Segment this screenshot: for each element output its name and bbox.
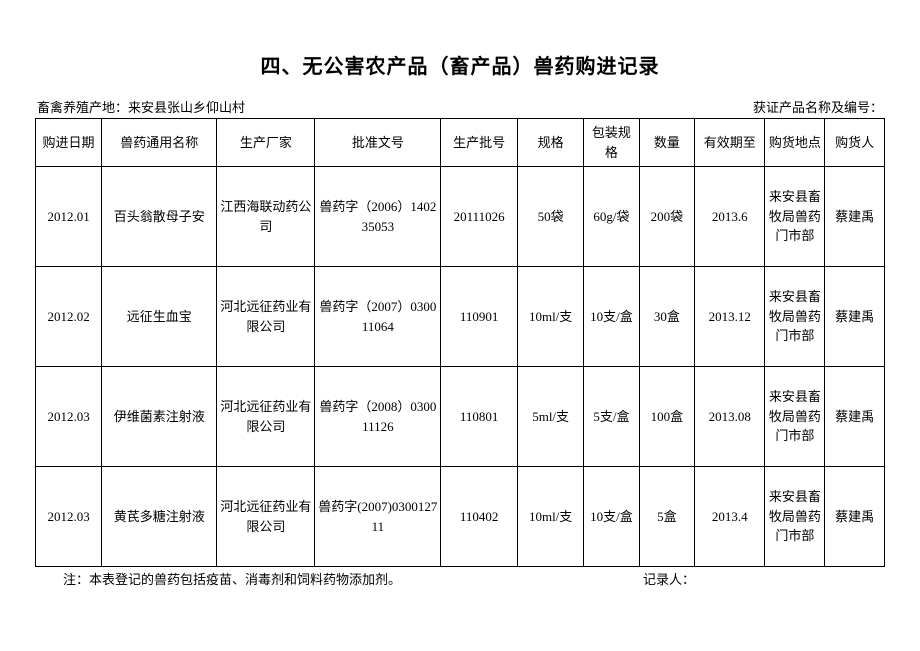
- cell-batch-no: 110801: [441, 367, 518, 467]
- recorder: 记录人：: [643, 569, 883, 588]
- farm-location-label: 畜禽养殖产地：: [37, 100, 128, 115]
- cell-place: 来安县畜牧局兽药门市部: [765, 367, 825, 467]
- cell-approval-no: 兽药字（2008）030011126: [315, 367, 441, 467]
- cell-qty: 30盒: [639, 267, 694, 367]
- recorder-label: 记录人：: [643, 572, 695, 587]
- cell-place: 来安县畜牧局兽药门市部: [765, 267, 825, 367]
- col-drug-name: 兽药通用名称: [102, 119, 217, 167]
- cell-batch-no: 110402: [441, 467, 518, 567]
- col-qty: 数量: [639, 119, 694, 167]
- cell-buyer: 蔡建禹: [825, 167, 885, 267]
- page: 四、无公害农产品（畜产品）兽药购进记录 畜禽养殖产地：来安县张山乡仰山村 获证产…: [0, 0, 920, 608]
- col-expiry: 有效期至: [695, 119, 765, 167]
- cell-qty: 200袋: [639, 167, 694, 267]
- footnote: 注：本表登记的兽药包括疫苗、消毒剂和饲料药物添加剂。: [37, 569, 643, 588]
- cell-spec: 50袋: [518, 167, 584, 267]
- footnote-label: 注：: [63, 572, 89, 587]
- table-row: 2012.02 远征生血宝 河北远征药业有限公司 兽药字（2007）030011…: [36, 267, 885, 367]
- cell-expiry: 2013.4: [695, 467, 765, 567]
- cell-drug-name: 百头翁散母子安: [102, 167, 217, 267]
- cell-manufacturer: 河北远征药业有限公司: [217, 267, 315, 367]
- cell-manufacturer: 河北远征药业有限公司: [217, 467, 315, 567]
- table-row: 2012.01 百头翁散母子安 江西海联动药公司 兽药字（2006）140235…: [36, 167, 885, 267]
- table-header-row: 购进日期 兽药通用名称 生产厂家 批准文号 生产批号 规格 包装规格 数量 有效…: [36, 119, 885, 167]
- col-manufacturer: 生产厂家: [217, 119, 315, 167]
- cert-product: 获证产品名称及编号：: [753, 97, 883, 116]
- cert-product-label: 获证产品名称及编号：: [753, 100, 883, 115]
- top-info-row: 畜禽养殖产地：来安县张山乡仰山村 获证产品名称及编号：: [35, 97, 885, 116]
- col-batch-no: 生产批号: [441, 119, 518, 167]
- cell-batch-no: 110901: [441, 267, 518, 367]
- cell-manufacturer: 河北远征药业有限公司: [217, 367, 315, 467]
- table-row: 2012.03 伊维菌素注射液 河北远征药业有限公司 兽药字（2008）0300…: [36, 367, 885, 467]
- col-date: 购进日期: [36, 119, 102, 167]
- cell-date: 2012.03: [36, 467, 102, 567]
- cell-place: 来安县畜牧局兽药门市部: [765, 167, 825, 267]
- cell-qty: 5盒: [639, 467, 694, 567]
- col-place: 购货地点: [765, 119, 825, 167]
- cell-spec: 10ml/支: [518, 467, 584, 567]
- cell-approval-no: 兽药字（2006）140235053: [315, 167, 441, 267]
- cell-buyer: 蔡建禹: [825, 267, 885, 367]
- col-approval-no: 批准文号: [315, 119, 441, 167]
- cell-spec: 5ml/支: [518, 367, 584, 467]
- cell-date: 2012.03: [36, 367, 102, 467]
- cell-date: 2012.01: [36, 167, 102, 267]
- cell-place: 来安县畜牧局兽药门市部: [765, 467, 825, 567]
- cell-approval-no: 兽药字（2007）030011064: [315, 267, 441, 367]
- farm-location-value: 来安县张山乡仰山村: [128, 100, 245, 115]
- cell-pack-spec: 10支/盒: [584, 267, 639, 367]
- bottom-info-row: 注：本表登记的兽药包括疫苗、消毒剂和饲料药物添加剂。 记录人：: [35, 569, 885, 588]
- cell-drug-name: 远征生血宝: [102, 267, 217, 367]
- page-title: 四、无公害农产品（畜产品）兽药购进记录: [35, 50, 885, 79]
- cell-approval-no: 兽药字(2007)030012711: [315, 467, 441, 567]
- col-pack-spec: 包装规格: [584, 119, 639, 167]
- table-row: 2012.03 黄芪多糖注射液 河北远征药业有限公司 兽药字(2007)0300…: [36, 467, 885, 567]
- cell-manufacturer: 江西海联动药公司: [217, 167, 315, 267]
- purchase-record-table: 购进日期 兽药通用名称 生产厂家 批准文号 生产批号 规格 包装规格 数量 有效…: [35, 118, 885, 567]
- cell-pack-spec: 5支/盒: [584, 367, 639, 467]
- col-spec: 规格: [518, 119, 584, 167]
- footnote-text: 本表登记的兽药包括疫苗、消毒剂和饲料药物添加剂。: [89, 572, 401, 587]
- cell-batch-no: 20111026: [441, 167, 518, 267]
- cell-drug-name: 黄芪多糖注射液: [102, 467, 217, 567]
- cell-expiry: 2013.12: [695, 267, 765, 367]
- cell-buyer: 蔡建禹: [825, 467, 885, 567]
- cell-pack-spec: 10支/盒: [584, 467, 639, 567]
- farm-location: 畜禽养殖产地：来安县张山乡仰山村: [37, 97, 245, 116]
- cell-expiry: 2013.08: [695, 367, 765, 467]
- cell-qty: 100盒: [639, 367, 694, 467]
- cell-date: 2012.02: [36, 267, 102, 367]
- col-buyer: 购货人: [825, 119, 885, 167]
- cell-pack-spec: 60g/袋: [584, 167, 639, 267]
- cell-spec: 10ml/支: [518, 267, 584, 367]
- cell-expiry: 2013.6: [695, 167, 765, 267]
- cell-buyer: 蔡建禹: [825, 367, 885, 467]
- cell-drug-name: 伊维菌素注射液: [102, 367, 217, 467]
